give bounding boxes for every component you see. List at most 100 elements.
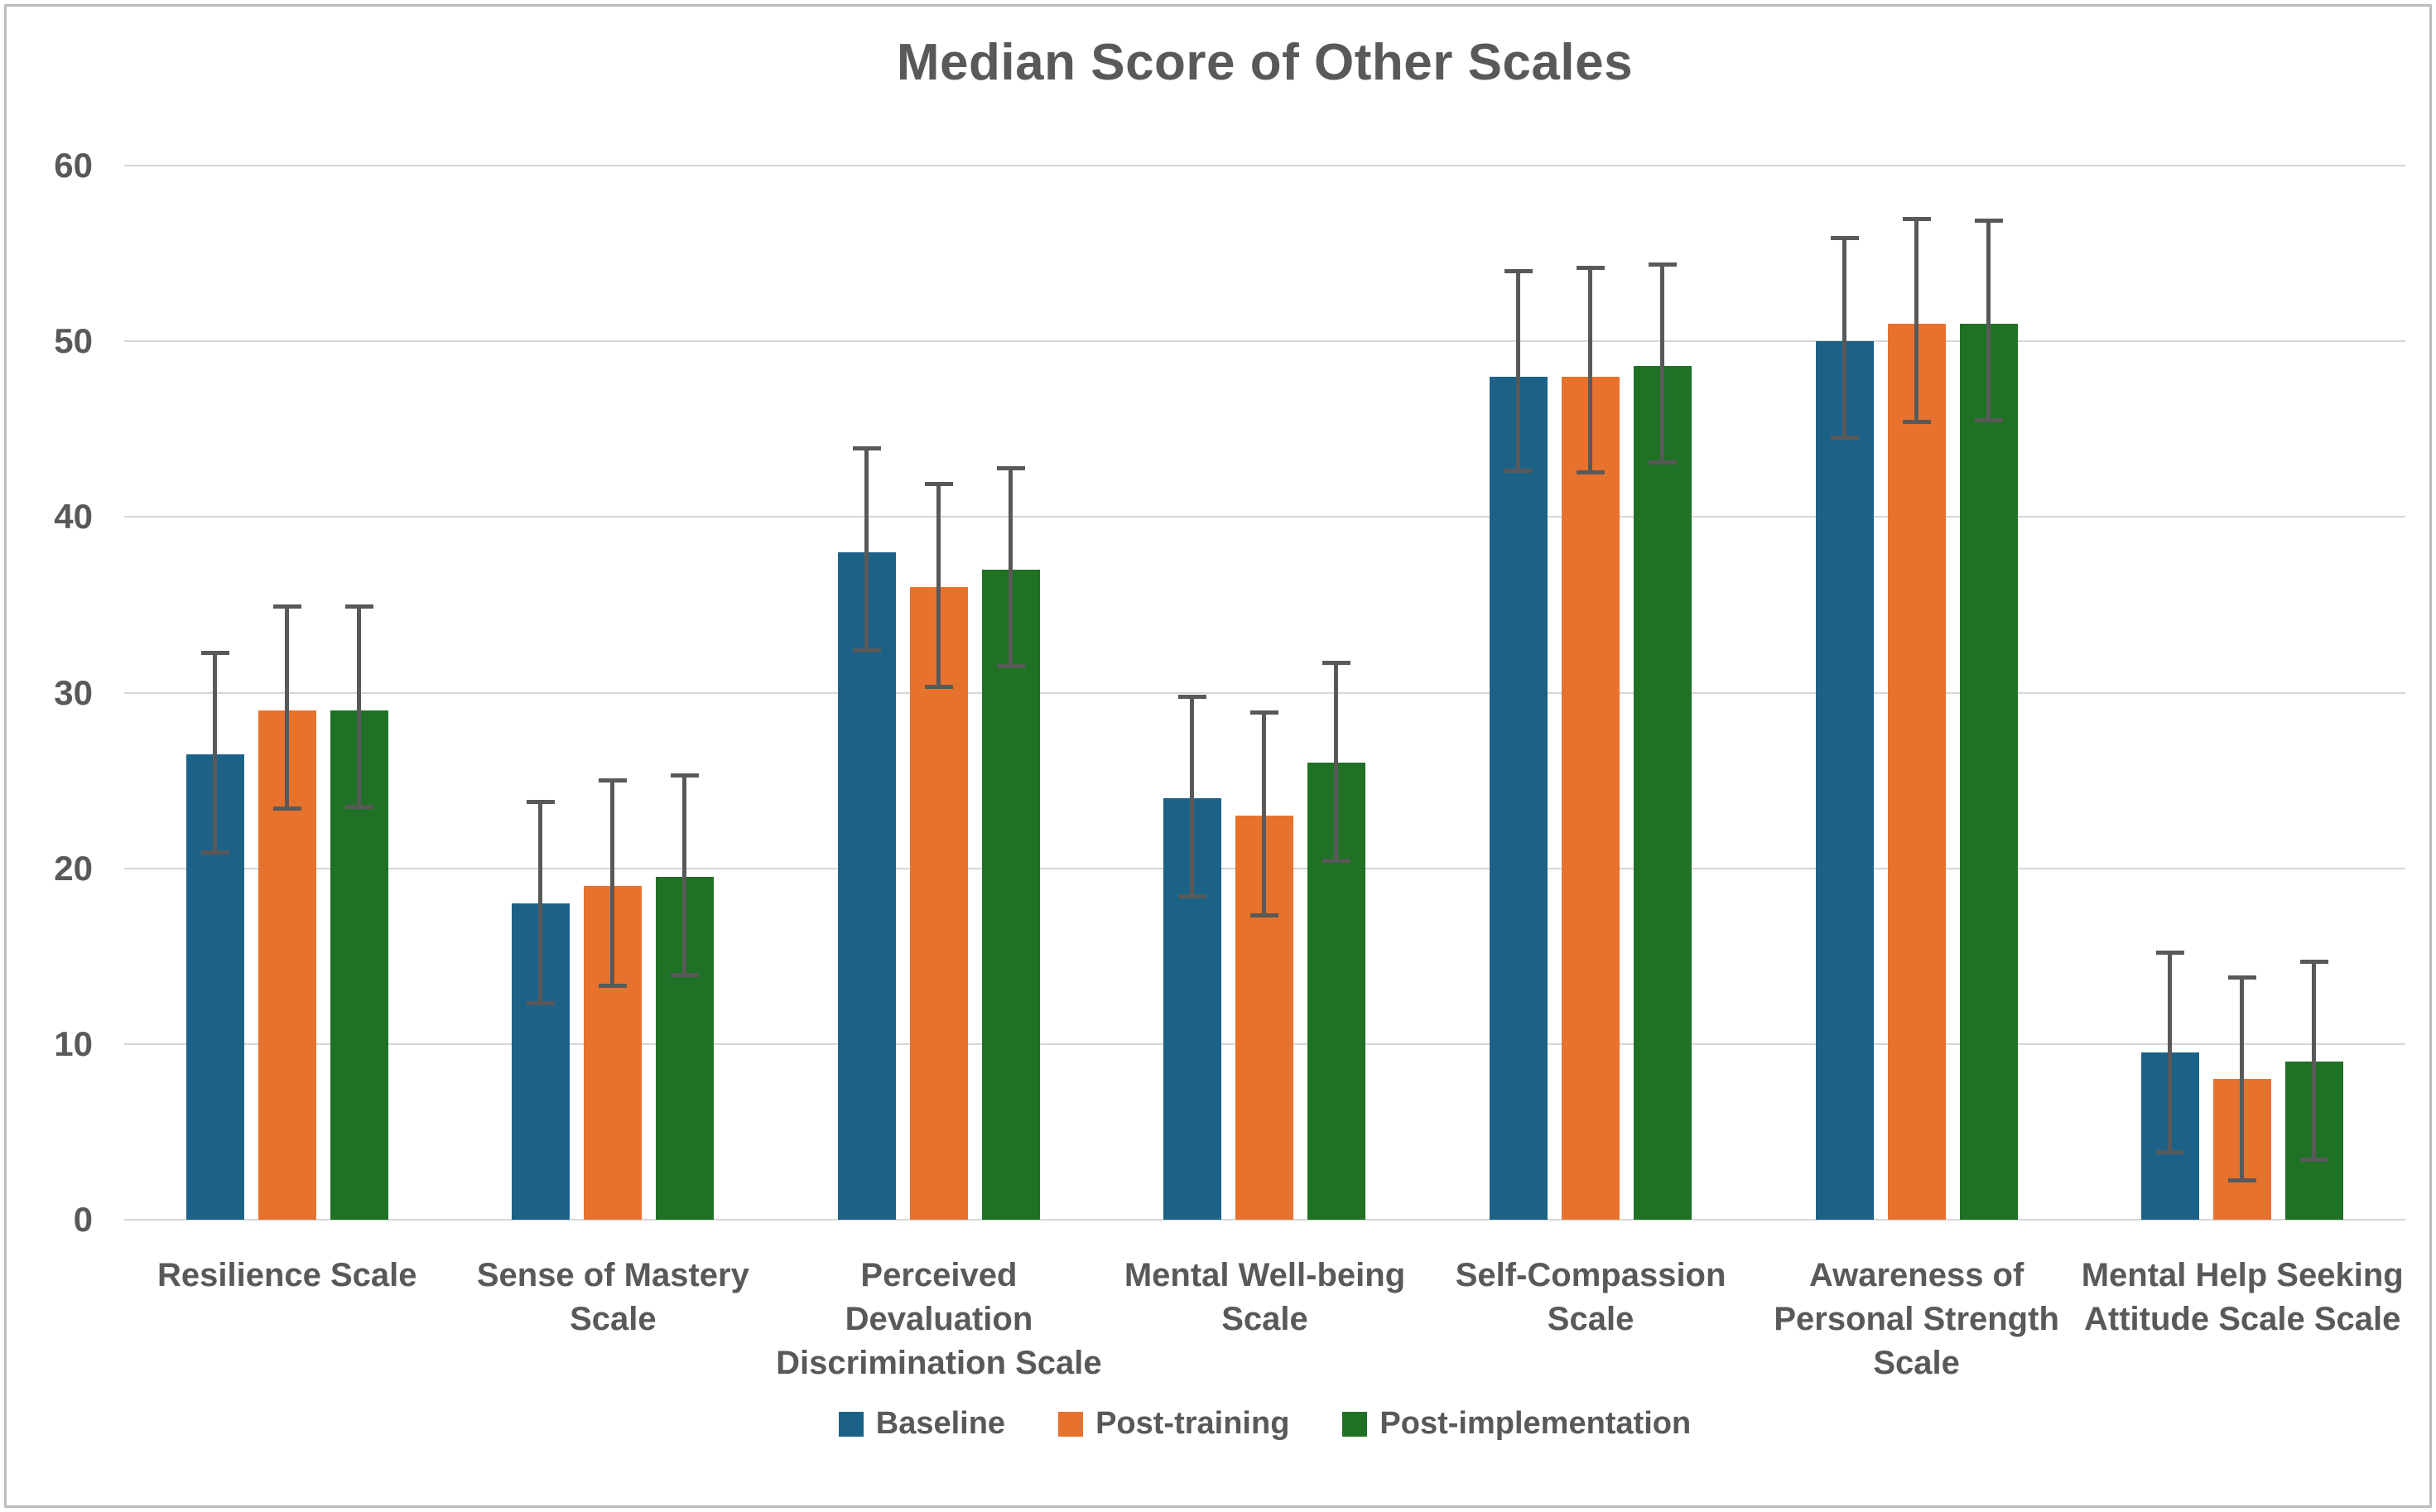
bar-baseline-awareness-of-personal-strength-scale — [1815, 341, 1874, 1220]
error-bar-cap-top — [2228, 975, 2257, 980]
error-bar-line — [1660, 262, 1665, 465]
error-bar-cap-bottom — [599, 983, 628, 988]
bar-wrap — [2285, 166, 2344, 1220]
x-axis-label-mental-well-being-scale: Mental Well-being Scale — [1124, 1257, 1406, 1337]
gridline-30 — [124, 691, 2405, 694]
bar-group-sense-of-mastery-scale — [450, 166, 777, 1220]
error-bar-line — [2168, 951, 2173, 1155]
bar-wrap — [1887, 166, 1946, 1220]
error-bar-cap-top — [2156, 951, 2185, 956]
error-bar-line — [2240, 975, 2245, 1183]
error-bar-post-training-resilience-scale — [272, 604, 301, 811]
y-tick-label-50: 50 — [54, 321, 93, 361]
error-bar-cap-top — [671, 773, 700, 778]
error-bar-cap-top — [272, 604, 301, 609]
error-bar-cap-bottom — [2228, 1178, 2257, 1183]
bar-wrap — [1562, 166, 1620, 1220]
bar-post-training-self-compassion-scale — [1562, 376, 1620, 1220]
y-tick-label-10: 10 — [54, 1023, 93, 1063]
error-bar-cap-bottom — [1322, 859, 1351, 864]
error-bar-cap-bottom — [2156, 1150, 2185, 1155]
bar-wrap — [1307, 166, 1366, 1220]
error-bar-line — [1841, 235, 1846, 440]
error-bar-line — [1190, 694, 1195, 898]
error-bar-cap-top — [1250, 710, 1279, 715]
error-bar-cap-bottom — [1974, 417, 2003, 422]
gridline-0 — [124, 1219, 2405, 1221]
error-bar-line — [212, 650, 217, 855]
error-bar-post-implementation-mental-well-being-scale — [1322, 661, 1351, 864]
bar-wrap — [1163, 166, 1222, 1220]
error-bar-cap-top — [344, 604, 373, 609]
error-bar-line — [356, 604, 361, 809]
bar-wrap — [584, 166, 643, 1220]
error-bar-cap-bottom — [272, 806, 301, 811]
error-bar-cap-top — [200, 650, 229, 655]
error-bar-cap-bottom — [1649, 460, 1678, 465]
y-tick-label-60: 60 — [54, 146, 93, 185]
x-axis-label-resilience-scale: Resilience Scale — [157, 1257, 417, 1293]
error-bar-baseline-perceived-devaluation-discrimination-scale — [852, 446, 881, 652]
bar-wrap — [258, 166, 316, 1220]
error-bar-line — [2312, 959, 2317, 1162]
error-bar-line — [538, 799, 543, 1006]
error-bar-cap-top — [996, 465, 1025, 470]
y-tick-label-20: 20 — [54, 848, 93, 888]
legend-label-baseline: Baseline — [875, 1406, 1006, 1441]
bar-post-training-awareness-of-personal-strength-scale — [1887, 323, 1946, 1220]
error-bar-cap-top — [2300, 959, 2329, 964]
bar-group-mental-well-being-scale — [1102, 166, 1428, 1220]
error-bar-cap-bottom — [527, 1001, 556, 1006]
error-bar-cap-top — [1322, 661, 1351, 666]
error-bar-post-training-mental-help-seeking-attitude-scale-scale — [2228, 975, 2257, 1183]
bar-post-implementation-perceived-devaluation-discrimination-scale — [981, 569, 1040, 1220]
error-bar-cap-top — [1974, 218, 2003, 223]
error-bar-cap-bottom — [671, 973, 700, 978]
chart-title: Median Score of Other Scales — [896, 34, 1634, 91]
error-bar-cap-top — [1902, 216, 1931, 221]
chart-frame — [4, 4, 2432, 1508]
bar-wrap — [1634, 166, 1692, 1220]
legend-item-post-implementation: Post-implementation — [1342, 1406, 1691, 1442]
error-bar-baseline-mental-well-being-scale — [1178, 694, 1207, 898]
bar-wrap — [185, 166, 244, 1220]
error-bar-cap-top — [527, 799, 556, 804]
error-bar-post-training-sense-of-mastery-scale — [599, 778, 628, 988]
error-bar-line — [610, 778, 615, 988]
legend-swatch-post-implementation — [1342, 1411, 1368, 1437]
bar-wrap — [1959, 166, 2018, 1220]
error-bar-post-training-awareness-of-personal-strength-scale — [1902, 216, 1931, 424]
error-bar-cap-bottom — [1902, 419, 1931, 424]
error-bar-line — [1914, 216, 1918, 424]
error-bar-cap-top — [924, 481, 953, 486]
error-bar-cap-bottom — [344, 804, 373, 809]
y-tick-label-0: 0 — [73, 1200, 93, 1239]
bar-wrap — [1815, 166, 1874, 1220]
bar-wrap — [909, 166, 968, 1220]
bar-baseline-perceived-devaluation-discrimination-scale — [837, 551, 896, 1220]
error-bar-cap-top — [852, 446, 881, 451]
x-axis-label-awareness-of-personal-strength-scale: Awareness of Personal Strength Scale — [1774, 1257, 2059, 1381]
error-bar-cap-top — [1178, 694, 1207, 699]
bar-wrap — [512, 166, 570, 1220]
error-bar-cap-bottom — [1250, 913, 1279, 918]
legend-item-post-training: Post-training — [1058, 1406, 1289, 1442]
error-bar-line — [1516, 269, 1521, 474]
error-bar-post-implementation-awareness-of-personal-strength-scale — [1974, 218, 2003, 422]
error-bar-cap-bottom — [2300, 1157, 2329, 1162]
error-bar-post-implementation-self-compassion-scale — [1649, 262, 1678, 465]
legend: Baseline Post-training Post-implementation — [124, 1406, 2405, 1442]
legend-label-post-implementation: Post-implementation — [1379, 1406, 1692, 1441]
error-bar-cap-bottom — [924, 685, 953, 690]
gridline-60 — [124, 165, 2405, 166]
bar-group-resilience-scale — [124, 166, 450, 1220]
x-axis-label-sense-of-mastery-scale: Sense of Mastery Scale — [476, 1257, 749, 1337]
error-bar-cap-bottom — [1504, 469, 1533, 474]
bar-wrap — [330, 166, 388, 1220]
error-bar-post-implementation-resilience-scale — [344, 604, 373, 809]
bar-group-mental-help-seeking-attitude-scale-scale — [2079, 166, 2405, 1220]
legend-label-post-training: Post-training — [1095, 1406, 1290, 1441]
error-bar-cap-top — [1649, 262, 1678, 267]
bar-wrap — [2141, 166, 2200, 1220]
bar-group-self-compassion-scale — [1427, 166, 1754, 1220]
